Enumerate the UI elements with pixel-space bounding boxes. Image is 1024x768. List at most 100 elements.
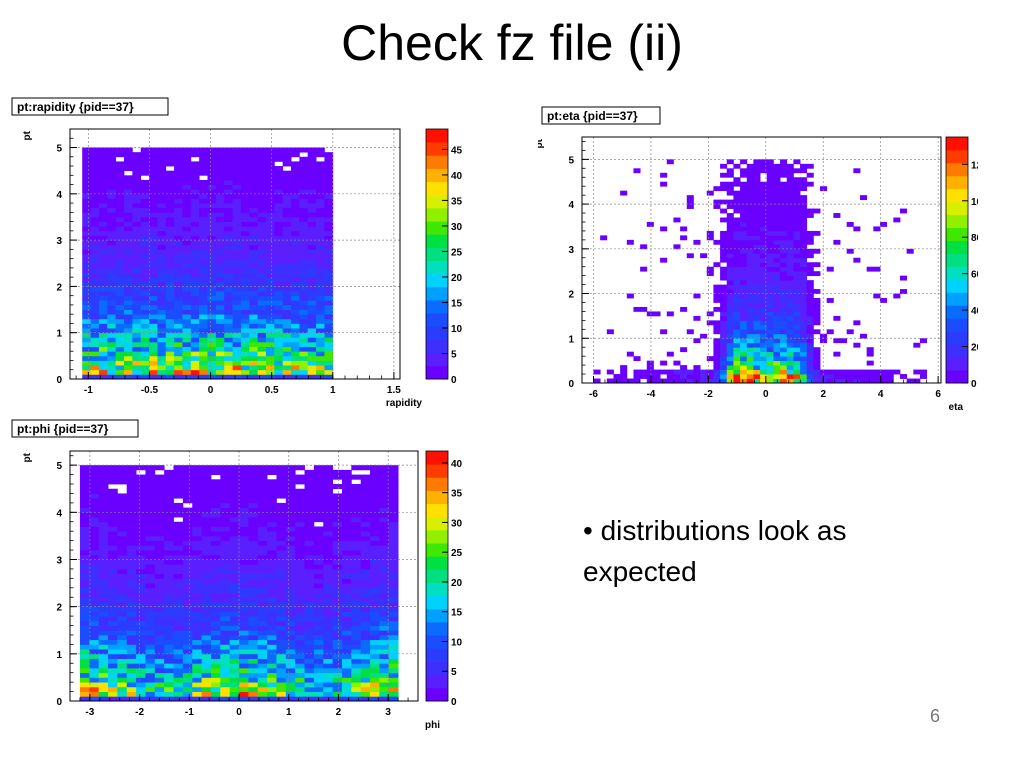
chart0-bin [182,374,192,380]
chart2-bin [351,606,362,612]
chart2-bin [201,639,212,645]
chart2-bin [126,568,137,575]
chart2-bin [164,691,174,697]
chart0-bin [157,244,167,250]
chart0-bin [190,314,200,320]
chart0-bin [90,360,100,366]
chart2-bin [285,535,296,542]
chart0-bin [165,318,175,324]
chart2-bin [323,672,334,678]
chart0-bin [316,254,325,260]
chart1-bin [713,204,721,209]
chart2-bin [304,691,315,697]
chart0-bin [132,198,142,204]
chart0-bin [157,360,167,366]
chart1-bin [780,244,788,250]
chart0-bin [82,267,91,273]
chart2-bin [89,568,100,575]
chart2-bin [229,653,240,659]
chart0-bin [82,212,91,218]
chart0-bin [190,184,200,190]
chart2-bin [295,587,305,593]
chart0-bin [232,226,242,232]
chart1-bin [806,239,814,245]
chart2-bin [351,653,362,659]
chart2-bin [257,653,268,659]
chart0-bin [224,332,233,338]
chart2-bin [136,502,146,509]
chart2-bin [210,667,221,674]
chart0-bin [207,272,217,278]
chart1-bin [713,262,721,268]
chart2-bin [351,531,362,537]
chart1-bin [740,257,748,263]
chart0-bin [115,267,125,273]
chart2-bin [98,686,109,692]
chart0-bin [90,212,100,218]
chart0-bin [307,309,317,315]
chart2-bin [370,578,380,584]
chart1-bin [780,333,788,339]
chart2-bin [332,625,343,631]
chart0-xtick-label: 0.5 [265,385,279,396]
chart0-bin [190,272,200,278]
chart0-bin [140,351,150,357]
chart2-bin [220,587,231,593]
chart2-bin [304,663,315,669]
chart1-bin [773,302,781,308]
chart2-bin [257,484,268,490]
chart2-bin [229,677,240,683]
chart0-bin [149,207,158,213]
chart0-bin [132,365,142,371]
chart2-bin [164,601,174,608]
chart0-bin [240,216,250,222]
chart0-bin [82,351,91,357]
chart0-bin [215,360,225,366]
chart2-bin [341,677,352,683]
chart0-bin [90,230,100,236]
chart0-bin [274,203,284,209]
chart2-bin [182,578,193,584]
chart0-bin [174,291,183,297]
chart2-bin [182,550,193,556]
chart2-bin [388,696,399,702]
chart0-bin [98,337,108,343]
chart0-bin [240,193,250,199]
chart2-bin [332,677,343,683]
chart2-bin [239,517,249,523]
chart1-bin [720,360,728,366]
chart1-bin [720,293,728,299]
chart2-bin [248,535,259,542]
chart1-bin [720,311,728,317]
chart2-bin [98,653,109,659]
chart1-bin [746,280,754,285]
chart2-bin [145,502,156,509]
chart2-bin [201,686,212,692]
chart1-bin [733,163,741,169]
chart2-bin [332,653,343,659]
chart0-bin [232,193,242,199]
chart0-bin [299,193,309,199]
chart0-bin [316,152,325,158]
chart2-bin [360,625,371,631]
chart0-bin [123,263,133,269]
chart0-bin [140,341,150,347]
chart2-bin [145,663,156,669]
chart0-bin [316,272,325,278]
chart2-bin [164,535,174,542]
chart2-bin [313,479,324,485]
chart1-bin [806,360,814,366]
chart2-bin [89,512,100,518]
chart0-bin [132,249,142,255]
chart0-bin [190,230,200,236]
chart2-bin [117,526,128,532]
chart0-bin [199,263,208,269]
chart2-bin [360,578,371,584]
chart0-bin [132,175,142,181]
chart0-bin [182,341,192,347]
chart2-bin [239,606,249,612]
chart1-bin [866,360,874,366]
chart2-bin [370,507,380,513]
chart1-bin [826,374,834,379]
chart0-bin [140,147,150,153]
